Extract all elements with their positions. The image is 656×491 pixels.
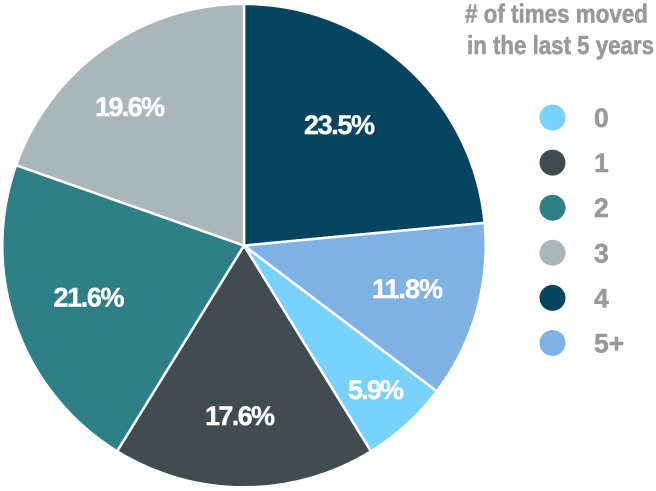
svg-text:21.6%: 21.6% — [54, 283, 125, 313]
svg-text:4: 4 — [594, 283, 609, 313]
svg-text:in the last 5 years: in the last 5 years — [467, 30, 654, 60]
svg-text:23.5%: 23.5% — [304, 110, 375, 140]
svg-text:2: 2 — [594, 193, 609, 223]
svg-text:17.6%: 17.6% — [205, 401, 275, 431]
svg-text:1: 1 — [594, 148, 609, 178]
svg-text:19.6%: 19.6% — [95, 92, 165, 122]
svg-text:# of times moved: # of times moved — [465, 0, 648, 29]
svg-text:5+: 5+ — [594, 329, 624, 359]
svg-text:0: 0 — [594, 103, 609, 133]
svg-text:5.9%: 5.9% — [348, 375, 404, 405]
svg-text:11.8%: 11.8% — [372, 274, 443, 304]
svg-text:3: 3 — [594, 238, 609, 268]
